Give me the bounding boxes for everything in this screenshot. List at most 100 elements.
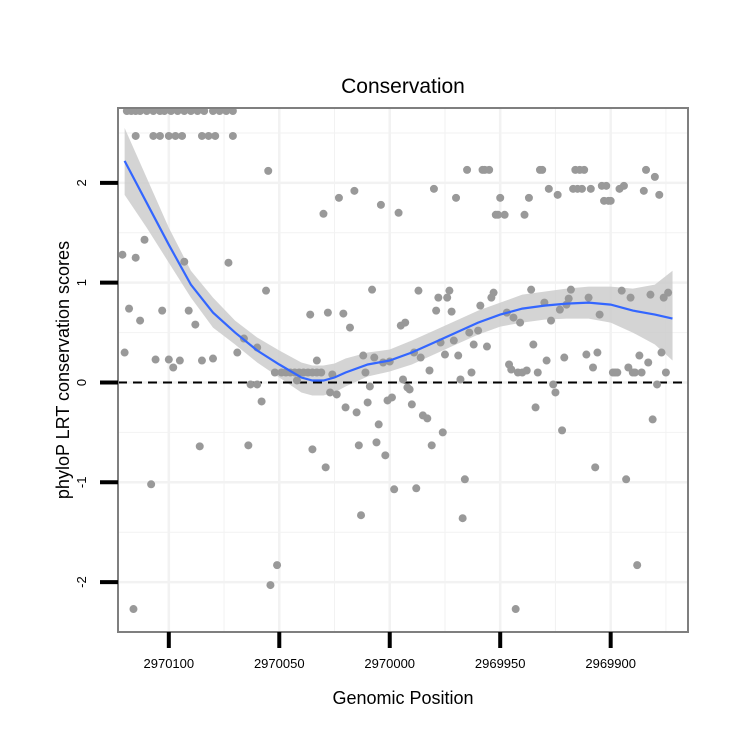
- data-point: [147, 480, 156, 489]
- data-point: [458, 514, 467, 523]
- smooth-line: [123, 160, 673, 382]
- data-point: [266, 581, 275, 590]
- data-point: [520, 210, 529, 219]
- data-point: [381, 451, 390, 460]
- data-point: [637, 368, 646, 377]
- panel-border: [117, 107, 689, 633]
- data-point: [469, 340, 478, 349]
- data-point: [211, 131, 220, 140]
- data-point: [118, 250, 127, 259]
- data-point: [460, 475, 469, 484]
- data-point: [209, 354, 217, 363]
- data-point: [440, 350, 449, 359]
- data-point: [655, 190, 664, 199]
- data-point: [125, 304, 134, 313]
- data-point: [228, 131, 237, 140]
- data-point: [224, 258, 233, 267]
- data-point: [376, 200, 385, 209]
- data-point: [361, 368, 370, 377]
- data-point: [661, 368, 670, 377]
- data-point: [317, 368, 326, 377]
- data-point: [155, 131, 164, 140]
- data-point: [357, 511, 366, 520]
- data-point: [664, 288, 673, 297]
- data-point: [390, 485, 399, 494]
- data-point: [341, 403, 350, 412]
- data-point: [350, 186, 359, 195]
- data-point: [566, 285, 575, 294]
- data-point: [511, 605, 520, 614]
- data-point: [399, 375, 407, 384]
- data-point: [586, 184, 595, 193]
- data-point: [425, 366, 434, 375]
- data-point: [339, 309, 348, 318]
- data-point: [180, 257, 189, 266]
- data-point: [555, 305, 564, 314]
- data-point: [372, 438, 381, 447]
- data-point: [131, 253, 140, 262]
- data-point: [429, 184, 438, 193]
- data-point: [319, 209, 328, 218]
- data-point: [538, 165, 547, 174]
- data-point: [500, 210, 509, 219]
- data-point: [273, 561, 282, 570]
- data-point: [589, 363, 597, 372]
- data-point: [264, 166, 273, 175]
- data-point: [485, 165, 494, 174]
- smooth-line-layer: [123, 160, 673, 382]
- data-point: [136, 316, 145, 325]
- data-point: [308, 445, 317, 454]
- data-point: [642, 165, 651, 174]
- data-point: [345, 323, 354, 332]
- data-point: [414, 286, 423, 295]
- data-point: [531, 403, 540, 412]
- data-point: [434, 293, 443, 302]
- data-point: [613, 368, 622, 377]
- data-point: [639, 186, 648, 195]
- data-point: [564, 294, 573, 303]
- data-point: [447, 307, 456, 316]
- data-point: [443, 293, 452, 302]
- data-points: [118, 106, 673, 614]
- data-point: [407, 400, 416, 409]
- data-point: [120, 348, 129, 357]
- x-tick-label: 2969900: [585, 656, 636, 671]
- data-point: [244, 441, 253, 450]
- data-point: [507, 365, 516, 374]
- data-point: [474, 326, 483, 335]
- y-tick-label: 1: [74, 279, 89, 286]
- data-point: [657, 348, 666, 357]
- x-tick-label: 2970100: [144, 656, 195, 671]
- data-point: [551, 388, 560, 397]
- data-point: [591, 463, 600, 472]
- data-point: [456, 375, 465, 384]
- data-point: [622, 475, 631, 484]
- data-point: [524, 193, 533, 202]
- data-point: [522, 366, 531, 375]
- data-point: [533, 368, 542, 377]
- data-point: [619, 181, 628, 190]
- data-point: [544, 184, 553, 193]
- data-point: [169, 363, 178, 372]
- data-point: [558, 426, 567, 435]
- data-point: [633, 561, 642, 570]
- data-point: [494, 210, 502, 219]
- data-point: [129, 605, 138, 614]
- x-tick-label: 2970000: [364, 656, 415, 671]
- data-point: [352, 408, 361, 417]
- data-point: [644, 358, 653, 367]
- data-point: [195, 442, 204, 451]
- y-tick-label: -1: [74, 477, 89, 489]
- data-point: [365, 382, 374, 391]
- data-point: [547, 316, 556, 325]
- data-point: [432, 306, 441, 315]
- data-point: [321, 463, 330, 472]
- data-point: [197, 356, 206, 365]
- y-axis-title: phyloP LRT conservation scores: [53, 241, 73, 499]
- data-point: [363, 398, 372, 407]
- data-point: [467, 368, 476, 377]
- data-point: [427, 441, 436, 450]
- data-point: [482, 342, 491, 351]
- data-point: [648, 415, 657, 424]
- data-point: [476, 301, 485, 310]
